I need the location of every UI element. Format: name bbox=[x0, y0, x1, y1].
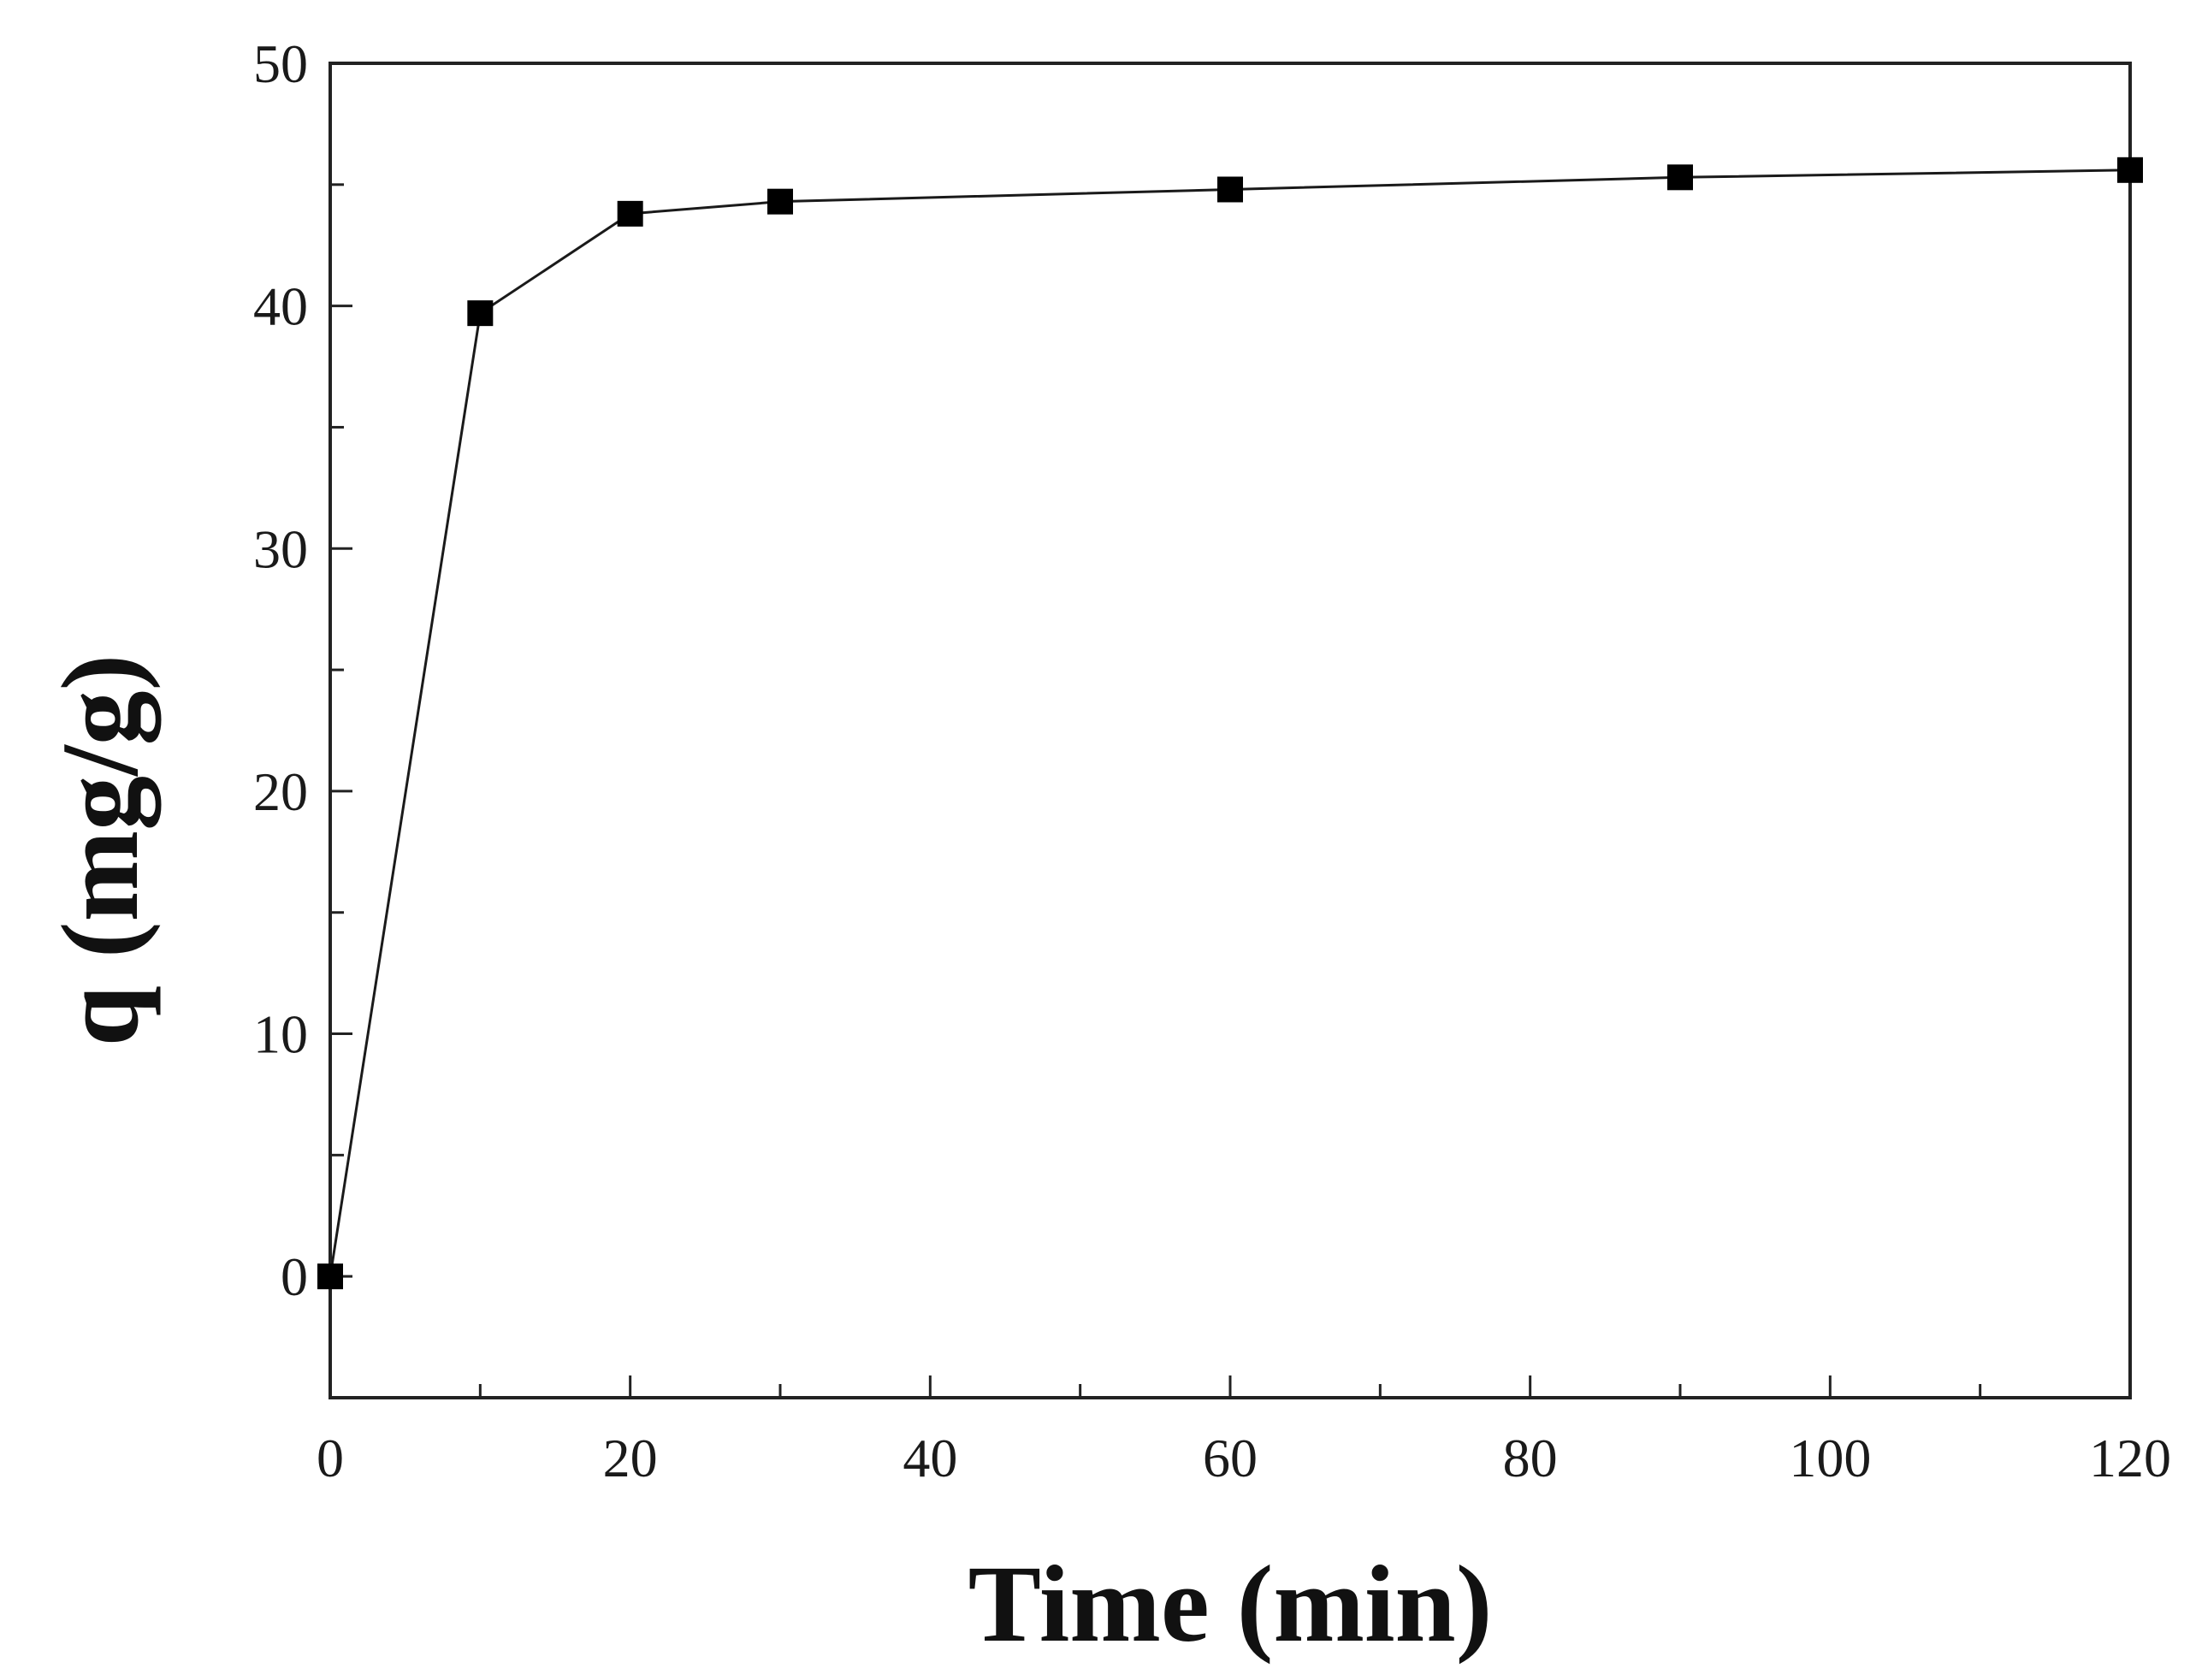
y-tick-label: 10 bbox=[253, 1004, 308, 1065]
data-point-marker bbox=[1217, 176, 1243, 203]
y-tick-label: 0 bbox=[281, 1246, 308, 1307]
data-point-marker bbox=[617, 200, 643, 227]
axis-tick-labels: 0 20 40 60 80 100 120 0 10 20 30 40 50 bbox=[253, 33, 2171, 1488]
y-tick-label: 40 bbox=[253, 276, 308, 337]
x-tick-label: 0 bbox=[317, 1428, 344, 1488]
y-tick-label: 20 bbox=[253, 761, 308, 822]
data-point-marker bbox=[1667, 164, 1693, 191]
data-markers bbox=[317, 157, 2143, 1290]
y-tick-label: 30 bbox=[253, 518, 308, 579]
data-point-marker bbox=[467, 300, 494, 327]
plot-frame bbox=[328, 62, 2132, 1399]
x-tick-label: 100 bbox=[1789, 1428, 1871, 1488]
y-tick-label: 50 bbox=[253, 33, 308, 94]
x-tick-label: 40 bbox=[903, 1428, 957, 1488]
x-tick-label: 60 bbox=[1203, 1428, 1258, 1488]
x-tick-label: 80 bbox=[1503, 1428, 1558, 1488]
x-tick-label: 20 bbox=[603, 1428, 658, 1488]
series-line bbox=[328, 169, 2131, 1277]
data-point-marker bbox=[2117, 157, 2143, 183]
data-point-marker bbox=[767, 188, 793, 215]
x-axis-title: Time (min) bbox=[968, 1543, 1493, 1665]
y-axis-title: q (mg/g) bbox=[39, 654, 161, 1047]
axis-ticks bbox=[328, 62, 2132, 1399]
data-point-marker bbox=[317, 1263, 343, 1290]
x-tick-label: 120 bbox=[2089, 1428, 2171, 1488]
